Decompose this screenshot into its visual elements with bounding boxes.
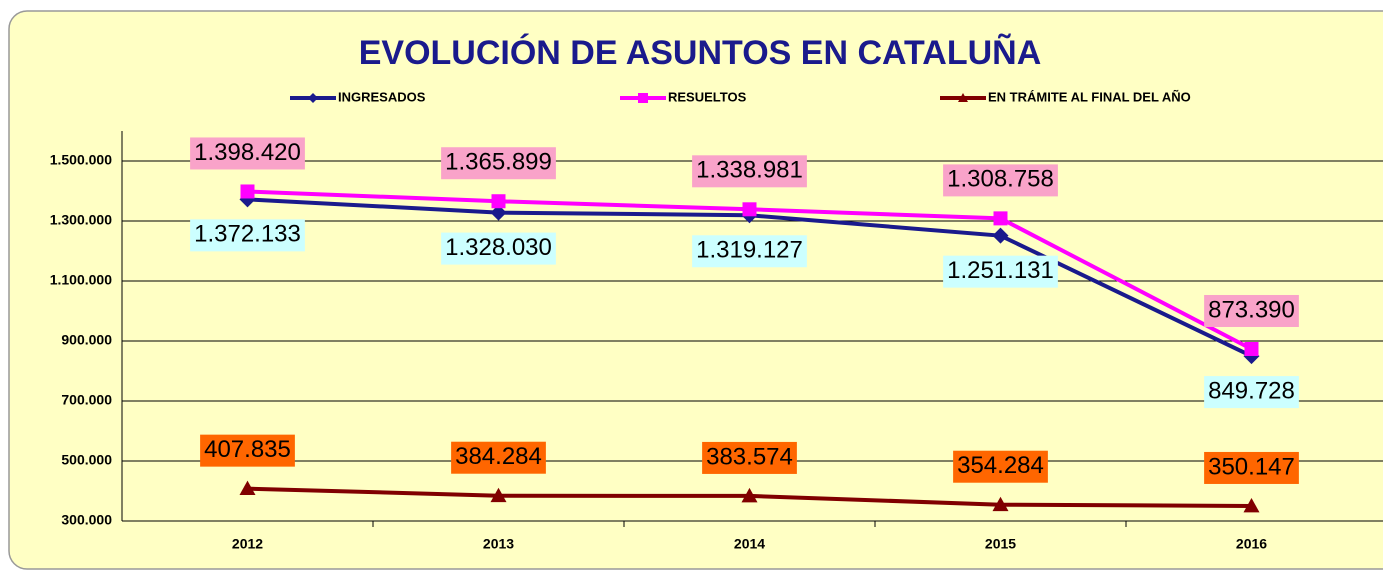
value-label: 350.147 <box>1208 453 1295 480</box>
value-label-group: 1.251.131 <box>943 255 1058 288</box>
value-label-group: 873.390 <box>1204 294 1299 327</box>
x-tick-label: 2012 <box>232 536 263 552</box>
y-tick-label: 1.100.000 <box>50 272 112 288</box>
value-label-group: 1.372.133 <box>190 219 305 252</box>
marker <box>490 487 507 503</box>
value-label-box <box>190 137 305 170</box>
value-label-group: 407.835 <box>200 434 295 467</box>
legend-marker <box>958 93 968 102</box>
x-tick-label: 2014 <box>734 536 765 552</box>
y-tick-label: 900.000 <box>61 332 112 348</box>
value-label: 1.372.133 <box>194 221 301 248</box>
y-tick-label: 1.300.000 <box>50 212 112 228</box>
value-label-box <box>190 219 305 252</box>
value-label: 1.398.420 <box>194 139 301 166</box>
y-tick-label: 1.500.000 <box>50 152 112 168</box>
value-label-group: 1.338.981 <box>692 155 807 188</box>
value-label: 407.835 <box>204 436 291 463</box>
x-tick-label: 2015 <box>985 536 1016 552</box>
panel <box>8 10 1383 570</box>
value-label-box <box>441 147 556 180</box>
value-label: 849.728 <box>1208 377 1295 404</box>
value-label-group: 1.319.127 <box>692 235 807 268</box>
value-label-group: 1.308.758 <box>943 164 1058 197</box>
value-label-box <box>943 255 1058 288</box>
value-label-group: 1.365.899 <box>441 147 556 180</box>
value-label: 1.251.131 <box>947 257 1054 284</box>
value-label: 1.308.758 <box>947 166 1054 193</box>
value-label-box <box>1204 294 1299 327</box>
value-label-box <box>702 441 797 474</box>
value-label-group: 384.284 <box>451 441 546 474</box>
legend-label: EN TRÁMITE AL FINAL DEL AÑO <box>988 89 1191 104</box>
marker <box>993 211 1008 226</box>
value-label: 1.338.981 <box>696 157 803 184</box>
value-label-group: 383.574 <box>702 441 797 474</box>
marker <box>491 194 506 209</box>
value-label: 1.328.030 <box>445 234 552 261</box>
value-label-group: 350.147 <box>1204 451 1299 484</box>
value-label: 384.284 <box>455 443 542 470</box>
value-label-box <box>200 434 295 467</box>
chart-title: EVOLUCIÓN DE ASUNTOS EN CATALUÑA <box>359 34 1042 72</box>
marker <box>992 496 1009 512</box>
marker <box>240 184 255 199</box>
value-label-box <box>953 450 1048 483</box>
x-tick-label: 2016 <box>1236 536 1267 552</box>
value-label-box <box>451 441 546 474</box>
value-label-box <box>1204 451 1299 484</box>
y-tick-label: 300.000 <box>61 512 112 528</box>
value-label: 383.574 <box>706 443 793 470</box>
x-tick-label: 2013 <box>483 536 514 552</box>
value-label-box <box>943 164 1058 197</box>
marker <box>239 480 256 496</box>
value-label-box <box>692 235 807 268</box>
legend-marker <box>308 93 318 103</box>
value-label-group: 849.728 <box>1204 376 1299 409</box>
y-tick-label: 700.000 <box>61 392 112 408</box>
marker <box>1244 341 1259 356</box>
y-tick-label: 500.000 <box>61 452 112 468</box>
marker <box>1243 497 1260 513</box>
legend-label: RESUELTOS <box>668 89 747 104</box>
legend-marker <box>638 93 648 103</box>
value-label: 1.365.899 <box>445 149 552 176</box>
value-label-group: 1.328.030 <box>441 232 556 265</box>
value-label: 354.284 <box>957 452 1044 479</box>
value-label: 873.390 <box>1208 296 1295 323</box>
marker <box>490 204 507 221</box>
legend-label: INGRESADOS <box>338 89 426 104</box>
value-label-group: 1.398.420 <box>190 137 305 170</box>
value-label: 1.319.127 <box>696 237 803 264</box>
value-label-box <box>441 232 556 265</box>
marker <box>741 487 758 503</box>
value-label-box <box>1204 376 1299 409</box>
marker <box>992 227 1009 244</box>
marker <box>742 202 757 217</box>
value-label-group: 354.284 <box>953 450 1048 483</box>
value-label-box <box>692 155 807 188</box>
